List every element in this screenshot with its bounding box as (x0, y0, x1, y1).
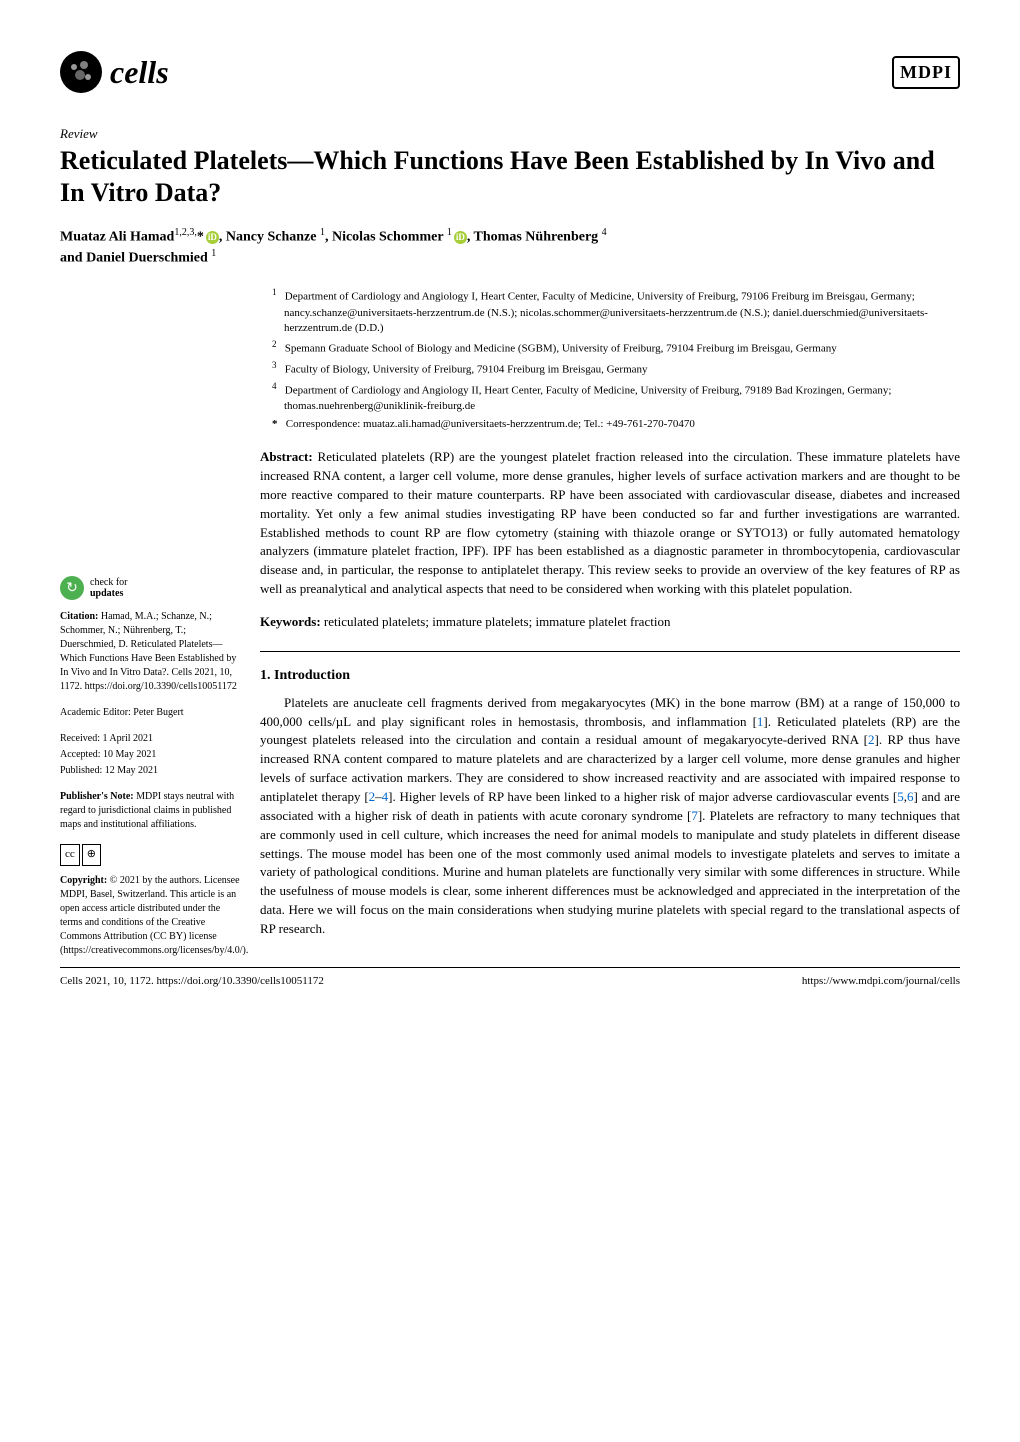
main-content: ↻ check for updates Citation: Hamad, M.A… (60, 286, 960, 969)
abstract-label: Abstract: (260, 449, 313, 464)
keywords: Keywords: reticulated platelets; immatur… (260, 613, 960, 631)
correspondence: * Correspondence: muataz.ali.hamad@unive… (272, 417, 960, 432)
copyright-block: Copyright: © 2021 by the authors. Licens… (60, 874, 240, 958)
dates-block: Received: 1 April 2021 Accepted: 10 May … (60, 732, 240, 778)
ref-2-4[interactable]: 2 (369, 789, 376, 804)
page-header: cells MDPI (60, 50, 960, 95)
orcid-icon: iD (454, 231, 467, 244)
received-date: Received: 1 April 2021 (60, 732, 240, 746)
keywords-text: reticulated platelets; immature platelet… (321, 614, 671, 629)
copyright-label: Copyright: (60, 875, 107, 886)
journal-name: cells (110, 50, 169, 95)
page-footer: Cells 2021, 10, 1172. https://doi.org/10… (60, 967, 960, 989)
divider (260, 651, 960, 652)
keywords-label: Keywords: (260, 614, 321, 629)
check-updates-text: check for updates (90, 577, 127, 599)
citation-label: Citation: (60, 611, 98, 622)
article-body: 1 Department of Cardiology and Angiology… (260, 286, 960, 969)
check-icon: ↻ (60, 576, 84, 600)
author-1: Muataz Ali Hamad (60, 230, 174, 245)
article-title: Reticulated Platelets—Which Functions Ha… (60, 145, 960, 210)
abstract-text: Reticulated platelets (RP) are the young… (260, 449, 960, 596)
author-2: , Nancy Schanze (219, 230, 317, 245)
authors-line: Muataz Ali Hamad1,2,3,*iD, Nancy Schanze… (60, 226, 960, 269)
author-4: , Thomas Nührenberg (467, 230, 598, 245)
citation-block: Citation: Hamad, M.A.; Schanze, N.; Scho… (60, 610, 240, 694)
accepted-date: Accepted: 10 May 2021 (60, 748, 240, 762)
by-icon: ⊕ (82, 844, 101, 865)
check-updates-badge[interactable]: ↻ check for updates (60, 576, 240, 600)
footer-right: https://www.mdpi.com/journal/cells (802, 974, 960, 989)
published-date: Published: 12 May 2021 (60, 764, 240, 778)
cells-logo-icon (60, 51, 102, 93)
article-type: Review (60, 125, 960, 143)
affiliation-2: 2 Spemann Graduate School of Biology and… (272, 338, 960, 357)
affiliations: 1 Department of Cardiology and Angiology… (260, 286, 960, 432)
citation-text: Hamad, M.A.; Schanze, N.; Schommer, N.; … (60, 611, 237, 692)
orcid-icon: iD (206, 231, 219, 244)
affiliation-4: 4 Department of Cardiology and Angiology… (272, 380, 960, 414)
cc-by-badge: cc ⊕ (60, 844, 240, 865)
abstract: Abstract: Reticulated platelets (RP) are… (260, 448, 960, 599)
editor-block: Academic Editor: Peter Bugert (60, 706, 240, 720)
author-5: and Daniel Duerschmied (60, 251, 208, 266)
publishers-note-block: Publisher's Note: MDPI stays neutral wit… (60, 790, 240, 832)
mdpi-logo: MDPI (892, 56, 960, 89)
academic-editor: Academic Editor: Peter Bugert (60, 706, 240, 720)
publishers-note-label: Publisher's Note: (60, 791, 134, 802)
journal-logo: cells (60, 50, 169, 95)
affiliation-1: 1 Department of Cardiology and Angiology… (272, 286, 960, 336)
copyright-text: © 2021 by the authors. Licensee MDPI, Ba… (60, 875, 248, 956)
sidebar: ↻ check for updates Citation: Hamad, M.A… (60, 286, 240, 969)
footer-left: Cells 2021, 10, 1172. https://doi.org/10… (60, 974, 324, 989)
intro-paragraph: Platelets are anucleate cell fragments d… (260, 694, 960, 939)
ref-5[interactable]: 5 (897, 789, 904, 804)
affiliation-3: 3 Faculty of Biology, University of Frei… (272, 359, 960, 378)
author-3: , Nicolas Schommer (325, 230, 443, 245)
section-1-title: 1. Introduction (260, 666, 960, 686)
cc-icon: cc (60, 844, 80, 865)
